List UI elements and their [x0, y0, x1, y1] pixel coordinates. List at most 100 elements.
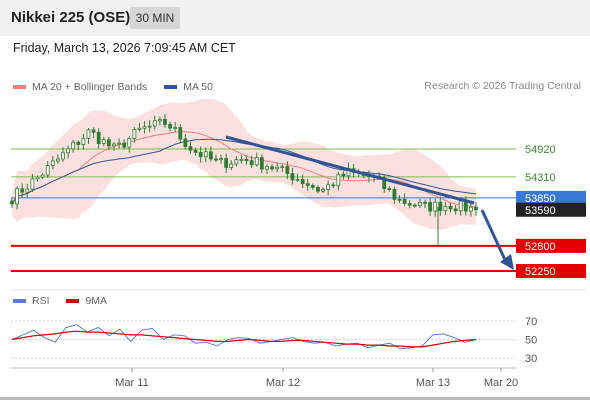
legend-ma50-label: MA 50 — [183, 81, 213, 93]
candle — [10, 197, 14, 209]
legend-rsi: RSI — [13, 295, 50, 307]
candle-body — [418, 201, 422, 207]
candle — [433, 198, 438, 217]
ma9-swatch — [66, 299, 80, 303]
candle — [305, 178, 310, 191]
candle-body — [254, 157, 259, 166]
candle — [117, 138, 121, 149]
candle — [295, 173, 300, 182]
ma50-swatch — [164, 85, 178, 89]
candle — [147, 120, 152, 133]
candle — [25, 183, 30, 198]
price-legend: MA 20 + Bollinger Bands MA 50 — [13, 80, 227, 93]
candle-body — [402, 198, 407, 204]
bottom-border — [0, 397, 590, 400]
candle — [219, 154, 223, 164]
candle-body — [35, 176, 40, 180]
candle — [402, 193, 407, 206]
candle — [66, 145, 70, 159]
candle-body — [326, 184, 331, 190]
candle-body — [239, 158, 244, 161]
current-price-label: 53590 — [525, 205, 556, 217]
candle — [397, 195, 402, 204]
candle-body — [142, 126, 147, 129]
candle — [55, 154, 60, 164]
candle — [474, 201, 478, 216]
candle — [341, 171, 346, 180]
candle — [387, 186, 392, 192]
rsi-tick-30: 30 — [525, 353, 537, 365]
candle — [20, 183, 25, 198]
candle-body — [310, 185, 315, 188]
candle-body — [198, 152, 203, 158]
candle — [208, 146, 213, 162]
candle-body — [157, 119, 162, 122]
candle — [45, 161, 50, 178]
forecast-arrowhead — [500, 254, 514, 270]
candle-body — [443, 205, 448, 212]
forecast-arrow-shaft — [480, 209, 508, 263]
candle-body — [50, 160, 55, 166]
candle-body — [20, 188, 25, 193]
rsi-tick-50: 50 — [525, 335, 537, 347]
candle-body — [224, 158, 229, 168]
candle-body — [275, 166, 280, 170]
candle-body — [101, 139, 106, 144]
candle — [203, 147, 208, 163]
candle — [183, 134, 188, 150]
candle-body — [285, 165, 290, 174]
candle-body — [234, 159, 239, 165]
candle — [443, 201, 448, 215]
candle — [280, 164, 285, 173]
candle-body — [438, 201, 443, 212]
candle-body — [397, 198, 402, 201]
candle-body — [203, 151, 208, 158]
rsi-line — [11, 324, 477, 350]
candle-body — [249, 160, 254, 166]
candle-body — [219, 158, 223, 161]
candle-body — [458, 200, 463, 212]
candle — [30, 173, 35, 193]
candle — [310, 183, 315, 190]
candle — [106, 137, 111, 151]
candle-body — [280, 165, 285, 168]
candle-body — [305, 183, 310, 186]
candle-body — [229, 163, 234, 168]
candle-body — [76, 141, 81, 145]
candle-body — [71, 141, 76, 150]
candle-body — [244, 158, 249, 162]
candle — [40, 172, 45, 180]
candle — [214, 154, 218, 163]
timeframe-badge[interactable]: 30 MIN — [130, 7, 180, 29]
candle-body — [270, 166, 274, 170]
candle-body — [61, 152, 65, 160]
candle-body — [40, 174, 45, 178]
candle — [412, 203, 417, 208]
candle-body — [106, 139, 111, 147]
rsi-ma-line — [11, 330, 477, 348]
level-label-53850: 53850 — [525, 193, 556, 205]
candle-body — [173, 127, 178, 129]
candle-body — [208, 151, 213, 160]
legend-bollinger-label: MA 20 + Bollinger Bands — [32, 81, 148, 93]
candle — [81, 133, 86, 151]
candle-body — [412, 204, 417, 207]
candle-body — [183, 138, 188, 147]
candle-body — [30, 178, 35, 190]
x-tick-label-mar-20: Mar 20 — [484, 377, 518, 389]
candle — [152, 115, 157, 130]
candle-body — [147, 125, 152, 128]
candle — [418, 198, 422, 208]
candle — [193, 147, 198, 156]
level-label-54920: 54920 — [525, 144, 556, 156]
candle — [321, 187, 325, 194]
bollinger-swatch — [13, 85, 26, 89]
copyright-text: Research © 2026 Trading Central — [424, 80, 581, 92]
legend-ma50: MA 50 — [164, 81, 213, 93]
candle — [163, 113, 167, 128]
candle — [178, 124, 183, 144]
candle — [407, 200, 412, 209]
candle-body — [433, 201, 438, 212]
candle-body — [25, 188, 30, 193]
